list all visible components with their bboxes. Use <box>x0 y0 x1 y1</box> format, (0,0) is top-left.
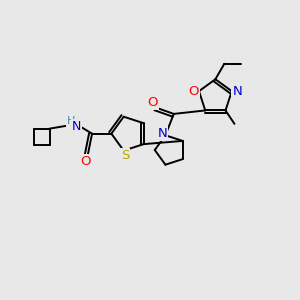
Text: O: O <box>80 155 91 168</box>
Text: O: O <box>148 95 158 109</box>
Text: N: N <box>232 85 242 98</box>
Text: N: N <box>158 127 167 140</box>
Text: O: O <box>188 85 199 98</box>
Text: S: S <box>121 149 129 163</box>
Text: N: N <box>72 120 81 133</box>
Text: H: H <box>67 116 75 126</box>
